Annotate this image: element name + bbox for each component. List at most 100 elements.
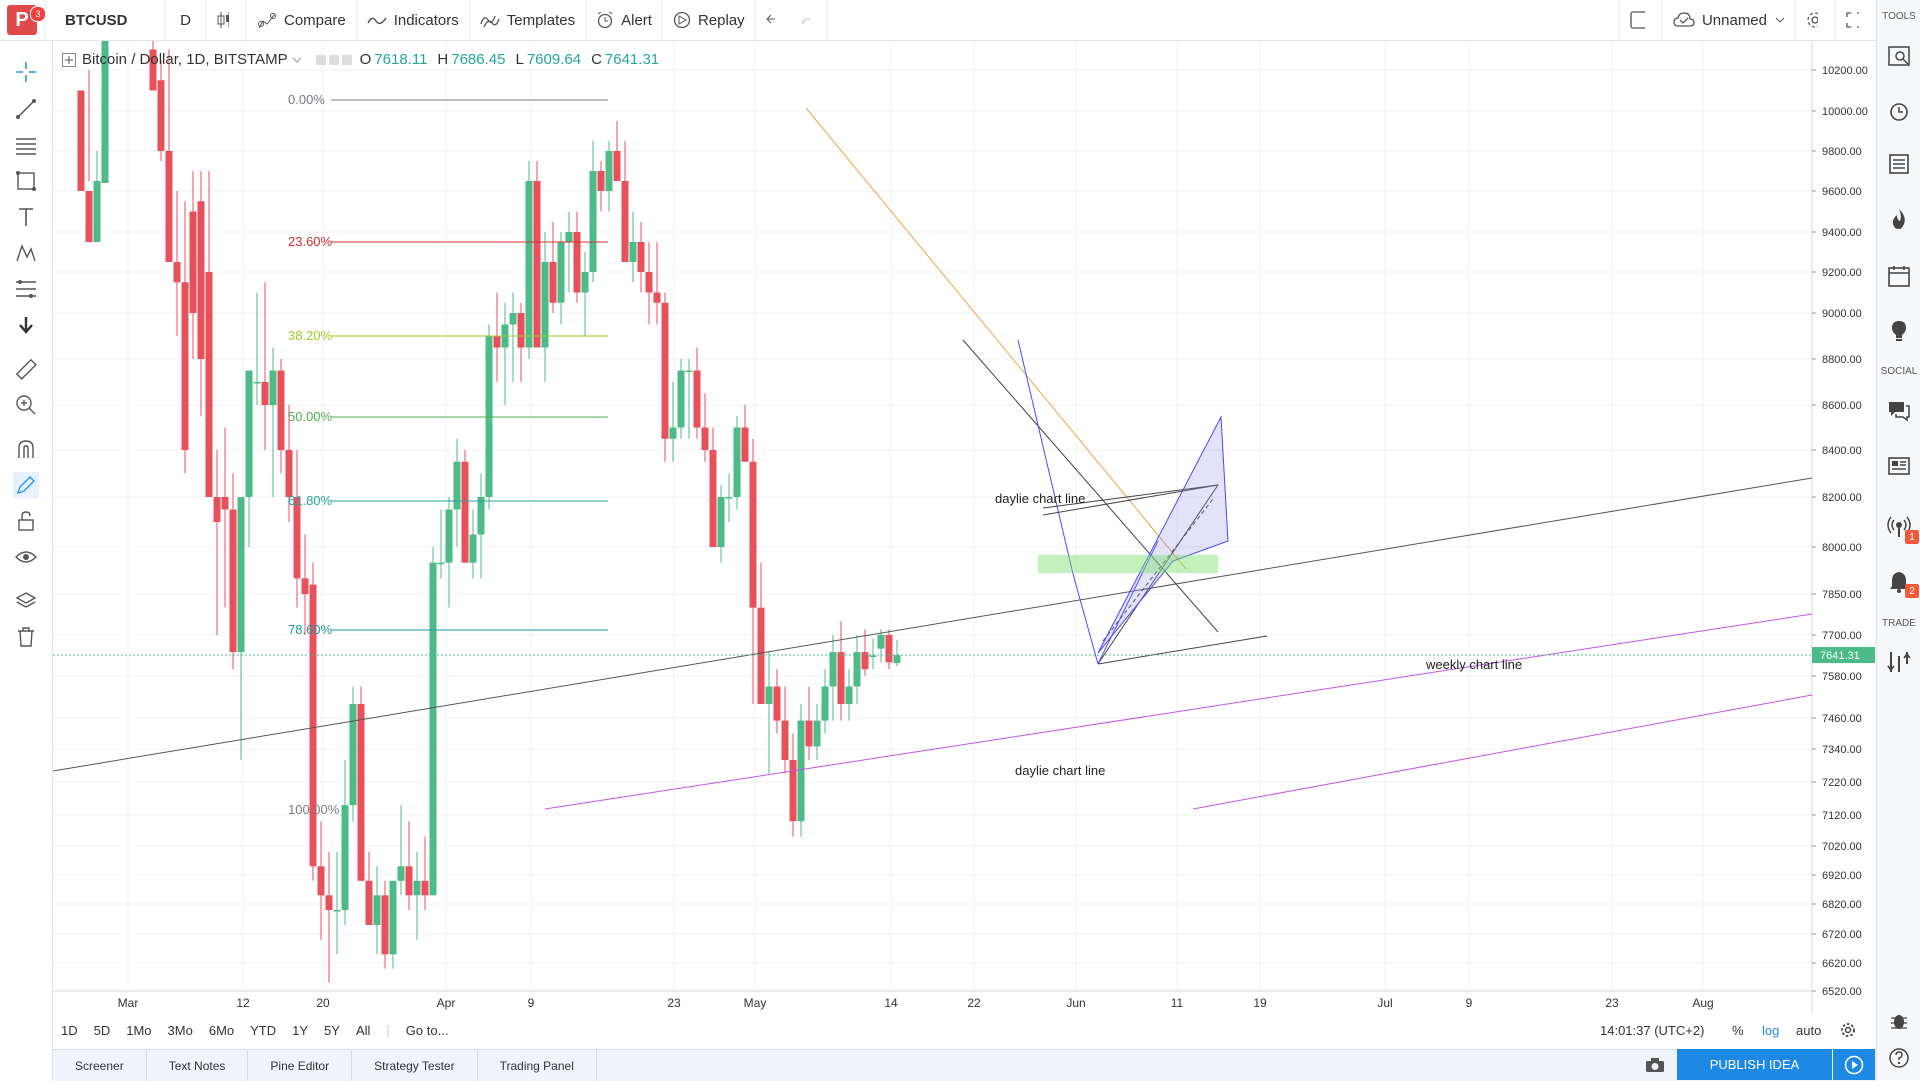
shape-tool[interactable] [13, 168, 39, 194]
undo-icon [765, 14, 775, 24]
alerts-button[interactable] [1886, 98, 1912, 124]
log-scale-toggle[interactable]: log [1762, 1022, 1780, 1038]
templates-button[interactable]: Templates [470, 0, 587, 40]
range-button-2[interactable]: 1Mo [126, 1022, 152, 1038]
lock-tool[interactable] [13, 508, 39, 534]
candle-body [77, 90, 85, 191]
tab-2[interactable]: Pine Editor [248, 1050, 353, 1081]
hotlist-button[interactable] [1886, 206, 1912, 232]
news-button[interactable] [1886, 453, 1912, 479]
play-circle-icon [1844, 1055, 1864, 1074]
fullscreen-toggle-button[interactable] [1618, 0, 1663, 40]
redo-button[interactable] [792, 0, 828, 40]
zoom-tool[interactable] [13, 392, 39, 418]
calendar-button[interactable] [1886, 263, 1912, 289]
pattern-tool[interactable] [13, 240, 39, 266]
goto-button[interactable]: Go to... [405, 1022, 449, 1038]
legend-title[interactable]: Bitcoin / Dollar, 1D, BITSTAMP [82, 51, 288, 68]
help-button[interactable] [1886, 1045, 1912, 1071]
trash-icon [18, 627, 34, 647]
interval-button[interactable]: D [165, 0, 207, 40]
chevron-down-icon[interactable] [292, 57, 302, 63]
more-tools[interactable] [13, 312, 39, 338]
logo[interactable]: P 3 [0, 0, 46, 40]
range-button-0[interactable]: 1D [61, 1022, 78, 1038]
indicators-button[interactable]: Indicators [357, 0, 470, 40]
snapshot-button[interactable] [1645, 1049, 1665, 1080]
chats-button[interactable] [1886, 398, 1912, 424]
horizontal-lines-tool[interactable] [13, 132, 39, 158]
range-button-6[interactable]: 1Y [292, 1022, 309, 1038]
range-button-7[interactable]: 5Y [324, 1022, 340, 1038]
trendlines-layer [53, 107, 1813, 810]
candle-body [221, 497, 229, 510]
range-button-3[interactable]: 3Mo [167, 1022, 193, 1038]
candle-body [397, 866, 405, 881]
candle-body [533, 181, 541, 348]
candle-body [381, 895, 389, 955]
text-tool[interactable] [13, 204, 39, 230]
close-label: C [591, 51, 602, 68]
templates-label: Templates [506, 11, 576, 29]
layout-button[interactable]: Unnamed [1663, 0, 1796, 40]
tab-3[interactable]: Strategy Tester [352, 1050, 478, 1081]
scale-settings-button[interactable] [1840, 1012, 1856, 1048]
legend-actions-icon[interactable] [315, 54, 352, 66]
measure-tool[interactable] [13, 356, 39, 382]
bug-report-button[interactable] [1886, 1008, 1912, 1034]
range-button-4[interactable]: 6Mo [208, 1022, 235, 1038]
candle-body [317, 866, 325, 896]
fib-tool[interactable] [13, 276, 39, 302]
candle-body [269, 370, 277, 405]
stay-in-drawing-tool[interactable] [13, 472, 39, 498]
price-label: 6820.00 [1822, 899, 1862, 911]
candle-body [181, 282, 189, 450]
candle-body [261, 382, 269, 405]
watchlist-button[interactable] [1886, 43, 1912, 69]
tab-4[interactable]: Trading Panel [478, 1050, 597, 1081]
percent-scale-toggle[interactable]: % [1732, 1022, 1744, 1038]
undo-button[interactable] [756, 0, 792, 40]
data-window-button[interactable] [1886, 151, 1912, 177]
price-label: 8600.00 [1822, 400, 1862, 412]
range-button-8[interactable]: All [355, 1022, 371, 1038]
publish-idea-button[interactable]: PUBLISH IDEA [1677, 1049, 1832, 1080]
hide-drawings-tool[interactable] [13, 544, 39, 570]
price-label: 7850.00 [1822, 589, 1862, 601]
crosshair-tool[interactable] [13, 59, 39, 85]
candle-body [765, 686, 773, 704]
candle-body [821, 686, 829, 721]
fib-label: 78.60% [288, 622, 333, 637]
object-tree-tool[interactable] [13, 588, 39, 614]
range-button-5[interactable]: YTD [250, 1022, 277, 1038]
candle-body [365, 880, 373, 925]
redo-icon [802, 18, 810, 25]
candle-body [93, 181, 101, 242]
templates-icon [480, 15, 500, 28]
daily-rising-line [1097, 484, 1219, 665]
tab-1[interactable]: Text Notes [147, 1050, 249, 1081]
compare-button[interactable]: Compare [247, 0, 357, 40]
remove-drawings-tool[interactable] [13, 624, 39, 650]
replay-button[interactable]: Replay [663, 0, 756, 40]
signals-button[interactable] [1886, 513, 1912, 539]
fullscreen-button[interactable] [1836, 0, 1876, 40]
price-chart[interactable]: 10200.0010000.009800.009600.009400.00920… [53, 41, 1875, 1041]
candle-body [757, 607, 765, 704]
symbol-search[interactable]: BTCUSD [45, 0, 165, 40]
magnet-tool[interactable] [13, 436, 39, 462]
publish-play-button[interactable] [1833, 1049, 1875, 1080]
notifications-button[interactable] [1886, 569, 1912, 595]
collapse-icon[interactable] [62, 52, 76, 67]
ideas-button[interactable] [1886, 318, 1912, 344]
settings-button[interactable] [1796, 0, 1836, 40]
candle-body [685, 370, 693, 372]
tab-0[interactable]: Screener [53, 1050, 147, 1081]
auto-scale-toggle[interactable]: auto [1796, 1022, 1822, 1038]
trading-panel-button[interactable] [1886, 649, 1912, 675]
alert-button[interactable]: Alert [586, 0, 663, 40]
range-button-1[interactable]: 5D [93, 1022, 111, 1038]
notifications-badge: 2 [1905, 584, 1919, 598]
trend-line-tool[interactable] [13, 96, 39, 122]
chart-style-button[interactable] [207, 0, 247, 40]
